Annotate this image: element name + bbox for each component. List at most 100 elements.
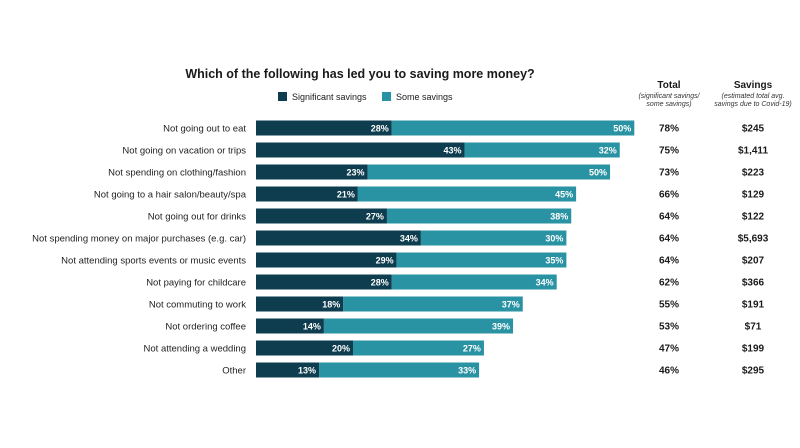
bar-label-some: 37%: [502, 300, 520, 310]
bar-some-savings: [353, 340, 484, 356]
bar-label-some: 32%: [599, 146, 617, 156]
savings-value: $129: [742, 190, 765, 201]
bar-some-savings: [343, 296, 523, 312]
bar-some-savings: [391, 120, 635, 136]
savings-value: $5,693: [738, 234, 769, 245]
bar-significant-savings: [256, 208, 387, 224]
bar-significant-savings: [256, 186, 358, 202]
savings-value: $71: [745, 322, 762, 333]
bar-label-significant: 18%: [322, 300, 340, 310]
bar-significant-savings: [256, 120, 392, 136]
total-value: 64%: [659, 234, 679, 245]
bar-label-significant: 27%: [366, 212, 384, 222]
category-label: Not going out to eat: [163, 124, 246, 135]
bar-label-some: 38%: [550, 212, 568, 222]
bar-significant-savings: [256, 164, 368, 180]
bar-label-significant: 34%: [400, 234, 418, 244]
total-value: 53%: [659, 322, 679, 333]
bar-label-significant: 43%: [444, 146, 462, 156]
bar-significant-savings: [256, 274, 392, 290]
bar-label-some: 27%: [463, 344, 481, 354]
total-value: 73%: [659, 168, 679, 179]
bar-some-savings: [420, 230, 567, 246]
total-value: 66%: [659, 190, 679, 201]
bar-some-savings: [464, 142, 620, 158]
bar-some-savings: [323, 318, 514, 334]
category-label: Not spending on clothing/fashion: [108, 168, 246, 179]
bar-significant-savings: [256, 318, 324, 334]
legend: Significant savings Some savings: [278, 92, 453, 102]
bar-label-significant: 13%: [298, 366, 316, 376]
category-label: Not attending a wedding: [144, 344, 246, 355]
bar-label-significant: 20%: [332, 344, 350, 354]
category-label: Not commuting to work: [149, 300, 246, 311]
total-value: 55%: [659, 300, 679, 311]
bar-some-savings: [319, 362, 480, 378]
bar-label-significant: 28%: [371, 124, 389, 134]
category-label: Not going out for drinks: [148, 212, 246, 223]
savings-header: Savings: [734, 80, 773, 91]
bar-label-some: 33%: [458, 366, 476, 376]
savings-subheader-line-1: (estimated total avg.: [721, 93, 784, 100]
savings-column-header: Savings (estimated total avg. savings du…: [714, 80, 791, 108]
total-subheader-line-1: (significant savings/: [638, 93, 700, 100]
bar-label-some: 30%: [545, 234, 563, 244]
category-label: Not going to a hair salon/beauty/spa: [94, 190, 247, 201]
category-label: Not attending sports events or music eve…: [61, 256, 246, 267]
bar-label-some: 50%: [613, 124, 631, 134]
total-value: 46%: [659, 366, 679, 377]
savings-value: $207: [742, 256, 765, 267]
bar-some-savings: [367, 164, 611, 180]
savings-value: $245: [742, 124, 765, 135]
legend-swatch-significant: [278, 92, 287, 101]
bar-label-some: 35%: [545, 256, 563, 266]
bar-significant-savings: [256, 252, 397, 268]
total-value: 75%: [659, 146, 679, 157]
bar-significant-savings: [256, 340, 353, 356]
total-value: 47%: [659, 344, 679, 355]
savings-subheader-line-2: savings due to Covid-19): [714, 101, 791, 108]
chart-rows: Not going out to eat 28% 50% 78% $245 Not goi…: [32, 120, 769, 378]
bar-label-some: 50%: [589, 168, 607, 178]
savings-value: $199: [742, 344, 765, 355]
category-label: Other: [222, 366, 246, 377]
category-label: Not paying for childcare: [146, 278, 246, 289]
total-value: 64%: [659, 256, 679, 267]
total-column-header: Total (significant savings/ some savings…: [638, 80, 700, 108]
bar-significant-savings: [256, 362, 320, 378]
category-label: Not going on vacation or trips: [122, 146, 246, 157]
total-header: Total: [657, 80, 680, 91]
bar-label-some: 45%: [555, 190, 573, 200]
total-subheader-line-2: some savings): [646, 101, 691, 108]
savings-value: $223: [742, 168, 765, 179]
savings-value: $122: [742, 212, 765, 223]
bar-some-savings: [386, 208, 572, 224]
bar-label-some: 39%: [492, 322, 510, 332]
legend-swatch-some: [382, 92, 391, 101]
total-value: 64%: [659, 212, 679, 223]
bar-label-significant: 14%: [303, 322, 321, 332]
category-label: Not spending money on major purchases (e…: [32, 234, 246, 245]
savings-value: $1,411: [738, 146, 768, 157]
bar-significant-savings: [256, 142, 465, 158]
total-value: 62%: [659, 278, 679, 289]
category-label: Not ordering coffee: [165, 322, 246, 333]
bar-some-savings: [391, 274, 557, 290]
savings-value: $366: [742, 278, 765, 289]
bar-label-significant: 29%: [376, 256, 394, 266]
savings-value: $295: [742, 366, 765, 377]
legend-label-some: Some savings: [396, 92, 453, 102]
bar-significant-savings: [256, 230, 421, 246]
bar-significant-savings: [256, 296, 344, 312]
bar-label-significant: 28%: [371, 278, 389, 288]
bar-label-significant: 23%: [347, 168, 365, 178]
bar-some-savings: [357, 186, 577, 202]
total-value: 78%: [659, 124, 679, 135]
bar-some-savings: [396, 252, 567, 268]
legend-label-significant: Significant savings: [292, 92, 367, 102]
savings-value: $191: [742, 300, 765, 311]
bar-label-significant: 21%: [337, 190, 355, 200]
bar-label-some: 34%: [536, 278, 554, 288]
chart-title: Which of the following has led you to sa…: [185, 67, 534, 81]
